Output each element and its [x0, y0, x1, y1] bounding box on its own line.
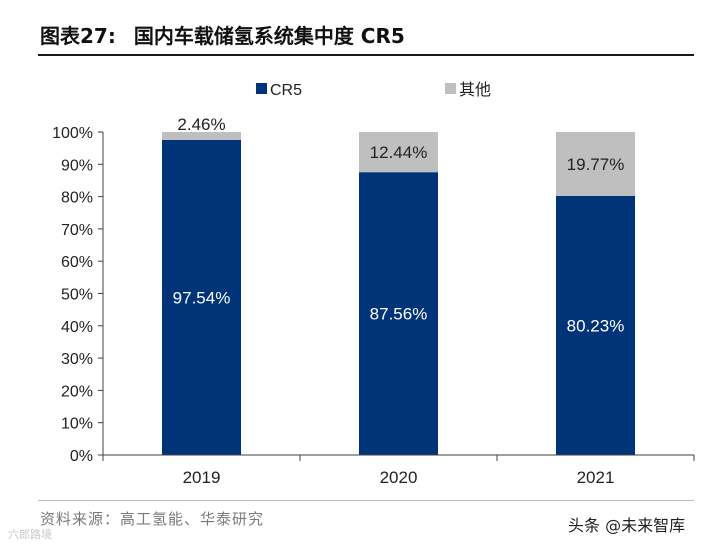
bar-group: 97.54% 2.46% 87.56% 12.44% 80.23% 19.77%: [162, 115, 635, 455]
x-tick-label-2020: 2020: [380, 468, 418, 487]
bar-cr5-2021: [556, 195, 635, 455]
data-label-other-2021: 19.77%: [567, 155, 625, 174]
x-axis: 2019 2020 2021: [102, 454, 695, 487]
y-tick-label: 30%: [61, 351, 93, 368]
y-tick-label: 50%: [61, 287, 93, 304]
figure-title-text: 国内车载储氢系统集中度 CR5: [133, 24, 405, 48]
y-tick-label: 70%: [61, 222, 93, 239]
y-tick-label: 60%: [61, 254, 93, 271]
bar-cr5-2019: [162, 139, 241, 455]
data-label-other-2020: 12.44%: [370, 143, 428, 162]
data-label-other-2019: 2.46%: [177, 115, 225, 134]
stacked-bar-chart: CR5 其他 0%10%20%30%40%50%60%70%80%90%100% …: [52, 81, 695, 487]
bar-cr5-2020: [359, 172, 438, 455]
x-tick-label-2021: 2021: [577, 468, 615, 487]
source-divider: [38, 500, 694, 501]
data-label-cr5-2021: 80.23%: [567, 316, 625, 335]
x-tick-label-2019: 2019: [183, 468, 221, 487]
title-divider: [38, 54, 694, 56]
chart-legend: CR5 其他: [256, 81, 491, 99]
legend-label-cr5: CR5: [270, 82, 302, 99]
y-tick-label: 0%: [70, 448, 93, 465]
y-tick-label: 100%: [52, 125, 93, 142]
watermark-left: 六郎路境: [8, 528, 52, 541]
y-tick-label: 80%: [61, 190, 93, 207]
data-label-cr5-2019: 97.54%: [173, 288, 231, 307]
bar-other-2019: [162, 132, 241, 140]
legend-label-other: 其他: [459, 81, 491, 99]
bar-other-2021: [556, 132, 635, 196]
legend-swatch-other: [445, 83, 456, 94]
figure-title: 图表27: 国内车载储氢系统集中度 CR5: [40, 20, 405, 49]
y-axis: 0% 10% 20% 30% 40% 50% 60% 70% 80% 90% 100%: [52, 125, 104, 465]
y-tick-label: 90%: [61, 157, 93, 174]
y-tick-label: 20%: [61, 383, 93, 400]
source-note: 资料来源：高工氢能、华泰研究: [40, 510, 265, 528]
data-label-cr5-2020: 87.56%: [370, 305, 428, 324]
y-tick-label: 10%: [61, 416, 93, 433]
legend-swatch-cr5: [256, 83, 267, 94]
figure-number: 图表27:: [40, 24, 116, 48]
y-tick-label: 40%: [61, 319, 93, 336]
watermark-right: 头条 @未来智库: [568, 516, 686, 535]
bar-other-2020: [359, 132, 438, 173]
